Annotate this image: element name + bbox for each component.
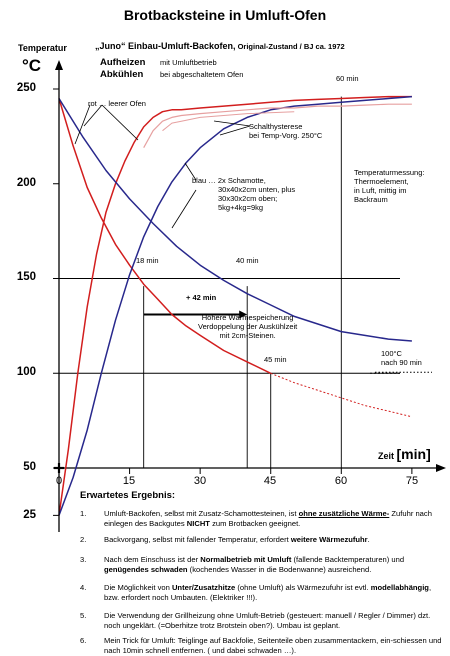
annotation-heatstore: Höhere Wärmespeicherung Verdoppelung der… (198, 313, 297, 340)
annotation-line: Verdoppelung der Auskühlzeit (198, 322, 298, 331)
y-axis-label: Temperatur (18, 43, 67, 53)
arrow-head (239, 310, 248, 319)
annotation-18min: 18 min (136, 256, 159, 265)
result-number: 5. (80, 611, 87, 620)
pointer-blue (171, 189, 197, 229)
annotation-line: in Luft, mittig im (354, 186, 407, 195)
legend-cooling-note: bei abgeschaltetem Ofen (160, 70, 244, 79)
result-text: Die Möglichkeit von Unter/Zusatzhitze (o… (104, 583, 432, 603)
annotation-line: 30x40x2cm unten, plus (218, 185, 296, 194)
annotation-45min: 45 min (264, 355, 287, 364)
pointer-blue (184, 162, 197, 181)
pointer-red-empty (74, 104, 91, 145)
x-tick-label: 60 (334, 475, 348, 487)
y-tick-label: 150 (16, 271, 36, 283)
series-line-pink (143, 103, 412, 148)
result-text: Die Verwendung der Grillheizung ohne Uml… (104, 611, 431, 631)
legend-heating-note: mit Umluftbetrieb (160, 58, 217, 67)
annotation-line: bei Temp-Vorg. 250°C (249, 131, 323, 140)
annotation-line: Thermoelement, (354, 177, 409, 186)
annotation-line: 100°C (381, 349, 402, 358)
result-number: 3. (80, 555, 87, 564)
result-text: Nach dem Einschuss ist der Normalbetrieb… (104, 555, 405, 575)
pointer-hysteresis (219, 125, 251, 136)
result-text: Mein Trick für Umluft: Teiglinge auf Bac… (104, 636, 442, 656)
annotation-red-empty: rot … leerer Ofen (88, 99, 146, 108)
chart-title: Brotbacksteine in Umluft-Ofen (123, 7, 327, 23)
annotation-measurement: Temperaturmessung: Thermoelement, in Luf… (354, 168, 424, 204)
pointer-red-empty (83, 104, 103, 127)
series-line-red (58, 98, 272, 374)
annotation-blue-chamotte: blau … 2x Schamotte, 30x40x2cm unten, pl… (192, 176, 295, 212)
y-tick-label: 250 (16, 82, 36, 94)
annotation-plus42: + 42 min (186, 293, 217, 302)
result-number: 4. (80, 583, 87, 592)
y-tick-label: 50 (23, 461, 36, 473)
annotation-hysteresis: Schalthysterese bei Temp-Vorg. 250°C (249, 122, 322, 140)
annotation-line: nach 90 min (381, 358, 422, 367)
subtitle-main: Einbau-Umluft-Backofen, (125, 41, 236, 51)
y-tick-label: 100 (16, 366, 36, 378)
annotation-line: mit 2cm-Steinen. (219, 331, 276, 340)
annotation-line: 5kg+4kg=9kg (218, 203, 264, 212)
legend-cooling-label: Abkühlen (100, 69, 144, 80)
annotation-line: 30x30x2cm oben; (218, 194, 278, 203)
series-line-pink (162, 111, 295, 132)
annotation-100c-90min: 100°C nach 90 min (381, 349, 422, 367)
annotation-line: Temperaturmessung: (354, 168, 425, 177)
x-tick-label: 45 (263, 475, 277, 487)
annotation-line: Backraum (354, 195, 388, 204)
annotation-60min: 60 min (336, 74, 359, 83)
result-number: 6. (80, 636, 87, 645)
x-axis-label: Zeit [min] (378, 446, 431, 462)
annotation-line: Höhere Wärmespeicherung (201, 313, 294, 322)
y-tick-label: 25 (23, 509, 36, 521)
y-axis-arrow (55, 60, 63, 70)
annotation-line: Schalthysterese (249, 122, 303, 131)
pointer-red-empty (101, 104, 139, 141)
x-tick-label: 75 (405, 475, 419, 487)
series-line-red (270, 372, 413, 418)
chart-subtitle: „Juno“ Einbau-Umluft-Backofen, Original-… (95, 41, 345, 52)
result-text: Backvorgang, selbst mit fallender Temper… (104, 535, 370, 544)
annotation-40min: 40 min (236, 256, 259, 265)
x-axis-arrow (436, 464, 446, 472)
x-tick-label: 15 (122, 475, 136, 487)
x-tick-label: 30 (193, 475, 207, 487)
result-number: 2. (80, 535, 87, 544)
series-line-red (58, 95, 412, 516)
results-title: Erwartetes Ergebnis: (80, 490, 176, 501)
x-tick-label: 0 (55, 475, 63, 487)
result-text: Umluft-Backofen, selbst mit Zusatz-Scham… (104, 509, 432, 529)
series-line-blue (58, 95, 412, 516)
result-number: 1. (80, 509, 87, 518)
pointer-hysteresis (213, 120, 251, 127)
y-axis-unit: °C (22, 56, 42, 75)
subtitle-detail: Original-Zustand / BJ ca. 1972 (235, 42, 345, 51)
annotation-line: blau … 2x Schamotte, (192, 176, 266, 185)
subtitle-brand: „Juno“ (95, 41, 126, 51)
series-line-blue (58, 98, 412, 342)
legend-heating-label: Aufheizen (100, 57, 146, 68)
y-tick-label: 200 (16, 177, 36, 189)
